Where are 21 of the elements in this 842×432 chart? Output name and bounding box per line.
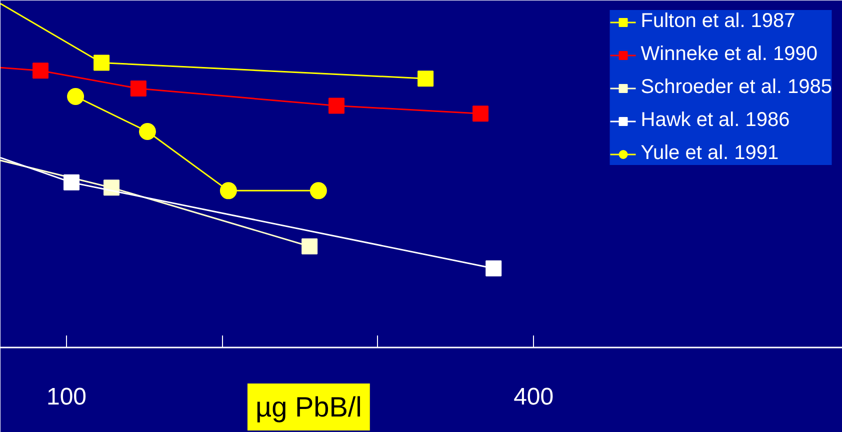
x-tick-label: 400	[514, 384, 554, 410]
point	[472, 106, 489, 122]
legend-label: Hawk et al. 1986	[640, 109, 790, 132]
point	[486, 260, 502, 276]
legend-label: Schroeder et al. 1985	[640, 76, 832, 99]
legend-label: Yule et al. 1991	[640, 142, 779, 165]
point	[130, 80, 146, 97]
point	[94, 54, 110, 71]
point	[32, 62, 49, 79]
point	[67, 88, 84, 105]
x-tick-label: 100	[46, 384, 87, 410]
legend-label: Fulton et al. 1987	[640, 10, 796, 33]
point	[138, 123, 156, 140]
legend-label: Winneke et al. 1990	[640, 43, 818, 66]
point	[63, 174, 80, 190]
point	[310, 182, 327, 200]
point	[418, 70, 434, 87]
point	[328, 98, 344, 114]
point	[302, 238, 318, 254]
point	[220, 182, 237, 200]
x-axis-title: µg PbB/l	[255, 392, 362, 422]
